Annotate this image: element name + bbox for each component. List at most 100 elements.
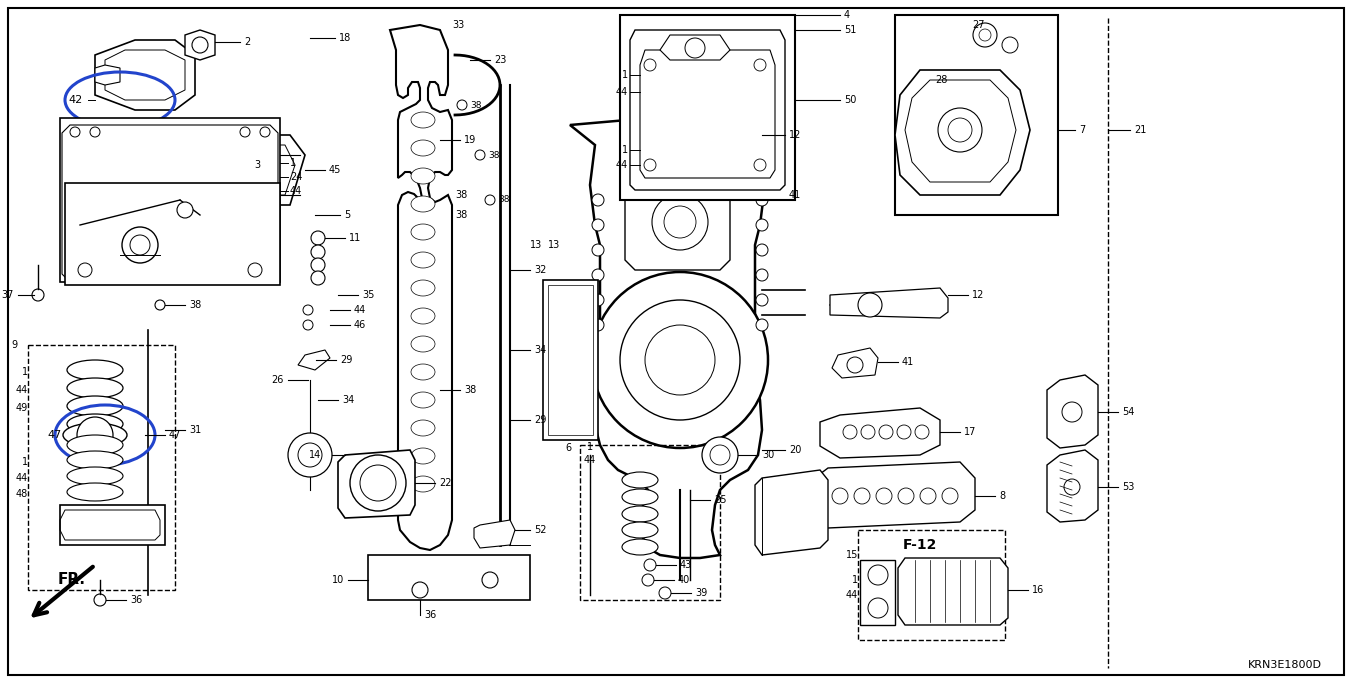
Ellipse shape <box>64 423 127 447</box>
Text: 24: 24 <box>289 172 303 182</box>
Circle shape <box>1063 402 1082 422</box>
Polygon shape <box>1046 450 1098 522</box>
Ellipse shape <box>68 435 123 455</box>
Circle shape <box>756 244 768 256</box>
Text: 50: 50 <box>844 95 856 105</box>
Text: 38: 38 <box>456 190 468 200</box>
Polygon shape <box>297 350 330 370</box>
Text: 31: 31 <box>189 425 201 435</box>
Circle shape <box>155 300 165 310</box>
Ellipse shape <box>68 467 123 485</box>
Circle shape <box>656 126 664 134</box>
Polygon shape <box>200 135 306 205</box>
Circle shape <box>831 488 848 504</box>
Ellipse shape <box>411 224 435 240</box>
Text: 44: 44 <box>584 455 596 465</box>
Text: 13: 13 <box>530 240 542 250</box>
Circle shape <box>756 194 768 206</box>
Circle shape <box>979 29 991 41</box>
Circle shape <box>592 294 604 306</box>
Circle shape <box>710 445 730 465</box>
Ellipse shape <box>411 140 435 156</box>
Circle shape <box>592 219 604 231</box>
Text: 38: 38 <box>498 195 510 204</box>
Text: 32: 32 <box>534 265 546 275</box>
Ellipse shape <box>622 506 658 522</box>
Circle shape <box>95 594 105 606</box>
Circle shape <box>948 118 972 142</box>
Text: 33: 33 <box>452 20 464 30</box>
Polygon shape <box>813 462 975 528</box>
Circle shape <box>868 598 888 618</box>
Text: 43: 43 <box>680 560 692 570</box>
Circle shape <box>177 202 193 218</box>
Ellipse shape <box>411 364 435 380</box>
Ellipse shape <box>622 472 658 488</box>
Circle shape <box>641 126 649 134</box>
Polygon shape <box>571 118 765 558</box>
Circle shape <box>854 488 869 504</box>
Text: 38: 38 <box>470 100 481 109</box>
Text: 38: 38 <box>488 150 499 160</box>
Ellipse shape <box>411 420 435 436</box>
Circle shape <box>241 150 260 170</box>
Polygon shape <box>630 30 786 190</box>
Circle shape <box>483 572 498 588</box>
Text: 44: 44 <box>289 186 303 196</box>
Circle shape <box>592 194 604 206</box>
Text: 44: 44 <box>354 305 366 315</box>
Polygon shape <box>338 450 415 518</box>
Circle shape <box>311 258 324 272</box>
Text: 7: 7 <box>1079 125 1086 135</box>
Circle shape <box>592 269 604 281</box>
Circle shape <box>973 23 996 47</box>
Circle shape <box>700 126 708 134</box>
Circle shape <box>658 587 671 599</box>
Ellipse shape <box>411 476 435 492</box>
Text: 44: 44 <box>16 385 28 395</box>
Text: 39: 39 <box>695 588 707 598</box>
Text: 2: 2 <box>243 37 250 47</box>
Text: 54: 54 <box>1122 407 1134 417</box>
Circle shape <box>642 574 654 586</box>
Text: 25: 25 <box>714 495 726 505</box>
Circle shape <box>70 127 80 137</box>
Circle shape <box>896 425 911 439</box>
Circle shape <box>717 126 725 134</box>
Ellipse shape <box>68 483 123 501</box>
Ellipse shape <box>411 448 435 464</box>
Circle shape <box>32 289 45 301</box>
Ellipse shape <box>68 451 123 469</box>
Text: 1: 1 <box>587 442 594 452</box>
Ellipse shape <box>622 489 658 505</box>
Circle shape <box>756 269 768 281</box>
Polygon shape <box>8 8 1344 675</box>
Circle shape <box>130 235 150 255</box>
Text: 12: 12 <box>972 290 984 300</box>
Text: 8: 8 <box>999 491 1005 501</box>
Text: 20: 20 <box>790 445 802 455</box>
Text: 37: 37 <box>1 290 14 300</box>
Circle shape <box>1064 479 1080 495</box>
Circle shape <box>644 59 656 71</box>
Circle shape <box>621 300 740 420</box>
Circle shape <box>122 227 158 263</box>
Text: 46: 46 <box>354 320 366 330</box>
Circle shape <box>879 425 894 439</box>
Circle shape <box>645 325 715 395</box>
Circle shape <box>898 488 914 504</box>
Text: 30: 30 <box>763 450 775 460</box>
Text: 16: 16 <box>1032 585 1044 595</box>
Text: 29: 29 <box>534 415 546 425</box>
Ellipse shape <box>411 308 435 324</box>
Circle shape <box>475 150 485 160</box>
Polygon shape <box>754 470 827 555</box>
Text: 4: 4 <box>844 10 850 20</box>
Polygon shape <box>621 15 795 200</box>
Circle shape <box>592 244 604 256</box>
Text: 19: 19 <box>464 135 476 145</box>
Text: 47: 47 <box>169 430 181 440</box>
Text: 5: 5 <box>343 210 350 220</box>
Text: 42: 42 <box>68 95 82 105</box>
Text: 23: 23 <box>493 55 507 65</box>
